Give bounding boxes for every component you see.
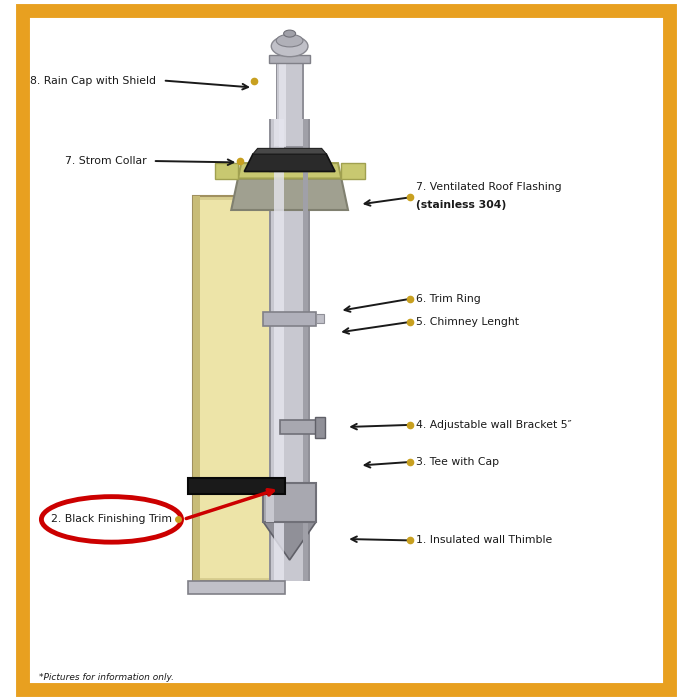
Bar [315,416,324,438]
Text: 3. Tee with Cap: 3. Tee with Cap [416,457,500,467]
Bar [269,119,310,581]
Bar [269,55,310,63]
Polygon shape [341,163,364,179]
Polygon shape [238,163,341,179]
Bar [277,63,303,147]
Text: 5. Chimney Lenght: 5. Chimney Lenght [416,317,520,327]
Bar [263,483,316,522]
Text: (stainless 304): (stainless 304) [416,199,507,209]
Ellipse shape [271,36,308,57]
Bar [279,63,286,147]
Text: 1. Insulated wall Thimble: 1. Insulated wall Thimble [416,536,553,545]
Bar [316,314,324,323]
Polygon shape [244,154,335,172]
Bar [267,483,274,522]
Bar [263,312,316,326]
Bar [188,478,285,493]
Bar [275,63,304,147]
Text: *Pictures for information only.: *Pictures for information only. [39,673,174,682]
Ellipse shape [284,30,296,37]
Ellipse shape [276,34,303,47]
Bar [193,196,279,581]
Bar [198,199,274,578]
Text: 4. Adjustable wall Bracket 5″: 4. Adjustable wall Bracket 5″ [416,420,572,430]
Bar [279,420,324,434]
Text: 7. Strom Collar: 7. Strom Collar [65,156,146,166]
Polygon shape [215,163,238,179]
Bar [188,581,285,594]
Text: 8. Rain Cap with Shield: 8. Rain Cap with Shield [30,76,156,85]
Polygon shape [253,148,326,154]
Text: 7. Ventilated Roof Flashing: 7. Ventilated Roof Flashing [416,183,562,193]
Text: 6. Trim Ring: 6. Trim Ring [416,294,481,304]
Polygon shape [269,147,310,172]
Polygon shape [231,178,348,210]
Bar [303,119,308,581]
Polygon shape [263,522,316,560]
Text: 2. Black Finishing Trim: 2. Black Finishing Trim [51,514,172,524]
Bar [193,196,199,581]
Bar [271,119,308,581]
Bar [274,119,284,581]
